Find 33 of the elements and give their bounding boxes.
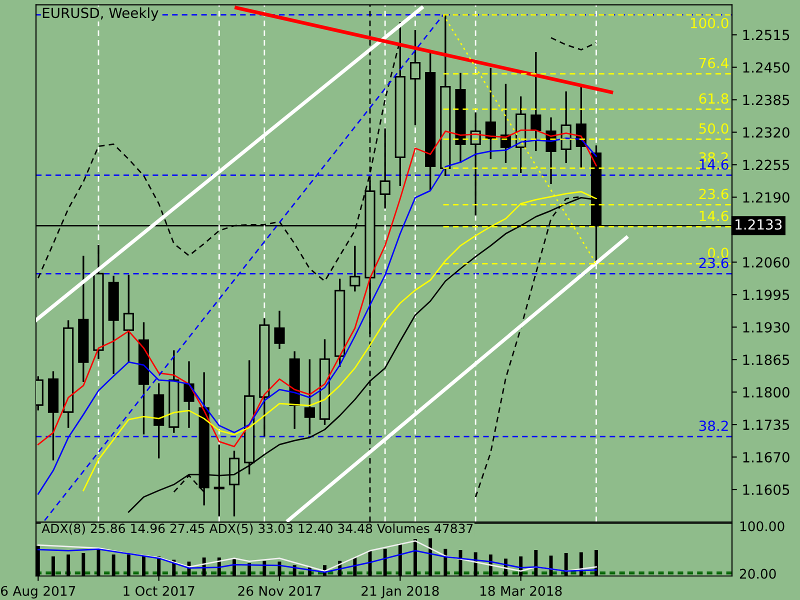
annotation: 14.6 — [700, 210, 728, 222]
y-tick-label: 1.2060 — [743, 257, 790, 268]
chart-title: ADX(8) 25.86 14.96 27.45 ADX(5) 33.03 12.40 34.48 Volumes 47837 — [42, 523, 473, 535]
y-tick-label: 1.2190 — [743, 192, 790, 203]
annotation: 23.6 — [699, 258, 728, 268]
y-tick-label: 1.1930 — [743, 322, 790, 333]
y-tick-label: 1.1995 — [743, 290, 790, 300]
ref-line-label: 1.2133 — [736, 219, 782, 230]
text: 20.00 — [740, 568, 776, 579]
annotation: 76.4 — [699, 58, 728, 68]
y-tick-label: 1.2320 — [743, 127, 790, 138]
x-tick-label: 26 Nov 2017 — [238, 586, 321, 596]
annotation: 23.6 — [699, 188, 728, 200]
y-tick-label: 1.1735 — [743, 420, 790, 430]
y-tick-label: 1.2450 — [743, 62, 790, 73]
chart-title: EURUSD, Weekly — [42, 7, 158, 21]
annotation: 100.0 — [690, 18, 728, 28]
y-tick-label: 1.2255 — [743, 160, 790, 170]
y-tick-label: 1.1865 — [743, 354, 790, 366]
x-tick-label: 21 Jan 2018 — [362, 586, 439, 598]
y-tick-label: 1.1800 — [743, 387, 790, 398]
y-tick-label: 1.1670 — [743, 452, 790, 463]
y-tick-label: 1.1605 — [743, 484, 790, 495]
x-tick-label: 6 Aug 2017 — [1, 586, 76, 598]
annotation: 38.2 — [699, 420, 728, 432]
annotation: 50.0 — [699, 123, 728, 134]
text: 100.00 — [740, 521, 784, 532]
annotation: 61.8 — [699, 93, 728, 104]
y-tick-label: 1.2515 — [743, 30, 790, 40]
annotation: 0.0 — [708, 248, 728, 258]
y-tick-label: 1.2385 — [743, 94, 790, 106]
x-tick-label: 1 Oct 2017 — [124, 586, 194, 596]
x-tick-label: 18 Mar 2018 — [480, 586, 562, 596]
